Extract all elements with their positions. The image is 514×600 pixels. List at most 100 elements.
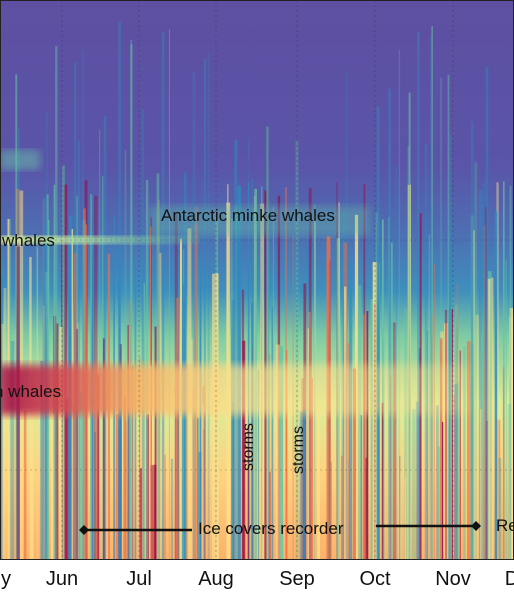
spectrogram-streak bbox=[437, 446, 441, 560]
annotation-right-edge: Re bbox=[496, 516, 514, 535]
spectrogram-streak bbox=[164, 454, 166, 560]
spectrogram-streak-tall bbox=[417, 31, 420, 560]
spectrogram-streak bbox=[439, 338, 443, 560]
spectrogram-streak-tall bbox=[407, 146, 411, 560]
spectrogram-streak bbox=[50, 413, 55, 560]
spectrogram-streak bbox=[191, 338, 194, 560]
spectrogram-streak bbox=[129, 414, 131, 560]
spectrogram-streak bbox=[128, 375, 130, 560]
minke-band-2 bbox=[150, 206, 370, 236]
spectrogram-streak bbox=[459, 350, 461, 560]
spectrogram-streak bbox=[491, 277, 494, 560]
spectrogram-streak-tall bbox=[395, 165, 398, 560]
spectrogram-streak bbox=[268, 471, 271, 560]
x-tick-label: D bbox=[504, 568, 514, 590]
spectrogram-streak bbox=[454, 383, 458, 560]
spectrogram-streak bbox=[236, 439, 238, 560]
spectrogram-streak bbox=[507, 403, 512, 560]
spectrogram-streak-tall bbox=[449, 134, 452, 560]
spectrogram-streak bbox=[509, 308, 514, 560]
spectrogram-streak bbox=[43, 305, 45, 560]
spectrogram-streak bbox=[484, 206, 487, 561]
spectrogram-streak bbox=[1, 323, 4, 560]
spectrogram-streak-tall bbox=[74, 62, 77, 560]
spectrogram-streak-tall bbox=[431, 25, 433, 560]
spectrogram-streak bbox=[486, 420, 489, 560]
spectrogram-streak-tall bbox=[99, 129, 101, 560]
spectrogram-streak bbox=[444, 323, 448, 560]
spectrogram-streak bbox=[154, 326, 157, 560]
spectrogram-streak bbox=[0, 274, 3, 560]
spectrogram-streak bbox=[483, 225, 486, 561]
spectrogram-streak-tall bbox=[62, 165, 65, 561]
spectrogram-streak bbox=[393, 322, 396, 560]
spectrogram-streak-tall bbox=[192, 72, 196, 561]
spectrogram-streak bbox=[362, 314, 367, 560]
spectrogram-streak bbox=[56, 323, 59, 560]
spectrogram-streak bbox=[59, 326, 63, 560]
spectrogram-streak bbox=[149, 365, 152, 560]
spectrogram-streak bbox=[311, 378, 313, 560]
spectrogram-streak bbox=[94, 431, 96, 560]
spectrogram-streak bbox=[268, 354, 271, 560]
spectrogram-streak bbox=[436, 405, 439, 560]
spectrogram-streak bbox=[505, 259, 507, 560]
spectrogram-streak bbox=[251, 303, 254, 560]
spectrogram-streak bbox=[404, 308, 408, 560]
spectrogram-streak bbox=[191, 388, 195, 560]
spectrogram-streak-tall bbox=[376, 106, 380, 560]
spectrogram-streak-tall bbox=[440, 77, 442, 561]
spectrogram-streak bbox=[478, 190, 483, 560]
annotation-ice: Ice covers recorder bbox=[198, 519, 344, 538]
spectrogram-streak bbox=[102, 338, 105, 560]
spectrogram-streak bbox=[97, 374, 100, 560]
spectrogram-streak bbox=[347, 343, 350, 560]
spectrogram-streak bbox=[466, 341, 471, 560]
annotation-minke: Antarctic minke whales bbox=[161, 206, 335, 225]
spectrogram-streak bbox=[415, 401, 420, 560]
spectrogram-streak bbox=[186, 364, 188, 560]
x-tick-label: Jul bbox=[126, 568, 152, 590]
spectrogram-streak bbox=[394, 358, 396, 560]
spectrogram-streak-tall bbox=[203, 58, 206, 560]
spectrogram-streak-tall bbox=[482, 182, 486, 560]
spectrogram-streak bbox=[487, 278, 491, 560]
spectrogram-streak bbox=[475, 315, 479, 560]
spectrogram-streak bbox=[182, 377, 185, 560]
spectrogram-streak bbox=[327, 403, 329, 560]
spectrogram-streak bbox=[473, 230, 475, 561]
annotation-storms-2: storms bbox=[290, 426, 307, 474]
spectrogram-streak bbox=[174, 388, 176, 560]
spectrogram-streak bbox=[201, 405, 205, 560]
spectrogram-streak bbox=[115, 414, 119, 560]
left-upper-glow bbox=[0, 150, 40, 170]
spectrogram-streak-tall bbox=[15, 74, 18, 561]
x-tick-label: Sep bbox=[279, 568, 315, 590]
spectrogram-streak bbox=[370, 299, 375, 560]
spectrogram-streak-tall bbox=[470, 121, 474, 560]
spectrogram-streak-tall bbox=[46, 111, 48, 561]
spectrogram-streak bbox=[247, 424, 250, 560]
spectrogram-streak bbox=[104, 366, 107, 560]
spectrogram-streak bbox=[426, 330, 429, 560]
spectrogram-streak bbox=[150, 465, 154, 560]
spectrogram-streak bbox=[366, 311, 369, 560]
spectrogram-streak-tall bbox=[77, 141, 80, 560]
spectrogram-streak bbox=[496, 419, 501, 560]
spectrogram-streak bbox=[45, 271, 48, 560]
spectrogram-streak bbox=[373, 303, 376, 560]
spectrogram-streak-tall bbox=[103, 115, 107, 561]
spectrogram-streak bbox=[40, 360, 44, 560]
spectrogram-streak bbox=[139, 468, 142, 560]
spectrogram-streak bbox=[276, 344, 280, 560]
spectrogram-streak bbox=[271, 306, 273, 560]
spectrogram-streak bbox=[23, 410, 27, 560]
spectrogram-streak bbox=[231, 299, 235, 560]
spectrogram-streak-tall bbox=[124, 150, 127, 560]
spectrogram-streak bbox=[465, 420, 467, 560]
spectrogram-streak-tall bbox=[485, 66, 489, 560]
spectrogram-streak bbox=[470, 215, 474, 560]
spectrogram-streak bbox=[10, 341, 15, 560]
spectrogram-streak bbox=[357, 285, 362, 560]
